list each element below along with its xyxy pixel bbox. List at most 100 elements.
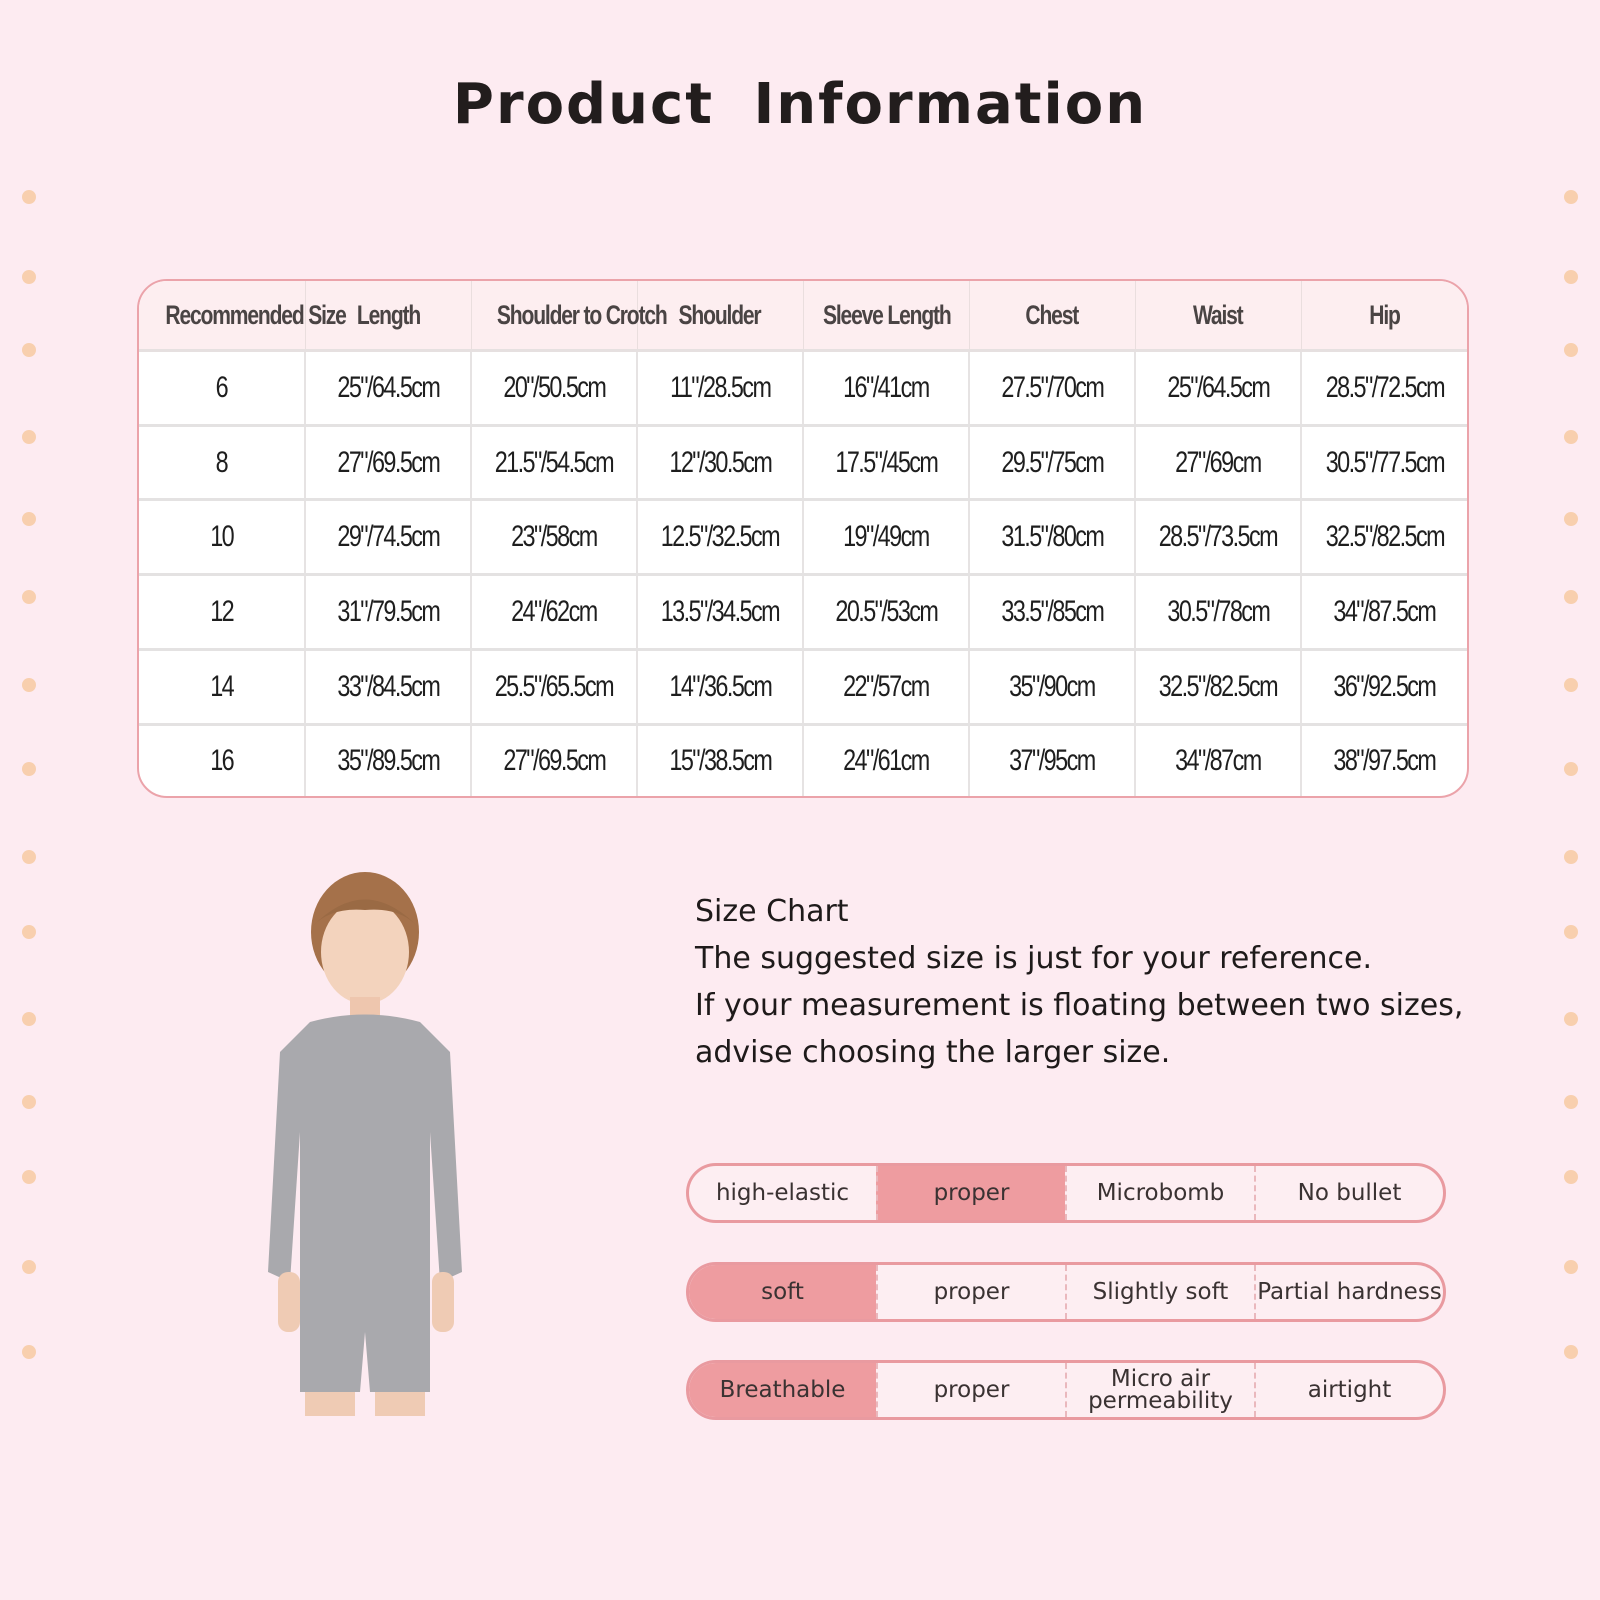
table-cell: 20"/50.5cm xyxy=(471,350,638,427)
header-cell: Chest xyxy=(969,281,1136,352)
dot-decoration xyxy=(22,343,36,357)
table-row: 6 25"/64.5cm 20"/50.5cm 11"/28.5cm 16"/41cm 2… xyxy=(139,350,1467,427)
dot-decoration xyxy=(22,512,36,526)
table-cell: 30.5"/77.5cm xyxy=(1301,425,1467,502)
dot-decoration xyxy=(1564,590,1578,604)
dot-decoration xyxy=(22,925,36,939)
table-cell: 27"/69cm xyxy=(1135,425,1302,502)
table-cell: 35"/90cm xyxy=(969,649,1136,726)
table-cell: 34"/87cm xyxy=(1135,724,1302,796)
table-cell: 22"/57cm xyxy=(803,649,970,726)
dot-decoration xyxy=(1564,1345,1578,1359)
table-cell: 31.5"/80cm xyxy=(969,499,1136,577)
dot-decoration xyxy=(1564,512,1578,526)
dot-decoration xyxy=(22,1260,36,1274)
table-cell: 15"/38.5cm xyxy=(637,724,804,796)
attribute-option-selected: Breathable xyxy=(689,1363,876,1417)
dot-decoration xyxy=(1564,678,1578,692)
dot-decoration xyxy=(22,762,36,776)
dot-decoration xyxy=(22,1170,36,1184)
table-cell: 35"/89.5cm xyxy=(305,724,472,796)
dot-decoration xyxy=(22,430,36,444)
table-cell: 38"/97.5cm xyxy=(1333,743,1438,777)
size-table: Recommended Size Length Shoulder to Crot… xyxy=(137,279,1469,798)
table-cell: 12 xyxy=(139,574,306,651)
table-cell: 34"/87.5cm xyxy=(1301,574,1467,651)
table-row: 16 35"/89.5cm 27"/69.5cm 15"/38.5cm 24"/61cm… xyxy=(139,724,1467,796)
table-cell: 16 xyxy=(139,724,306,796)
attribute-option: high-elastic xyxy=(715,1180,850,1206)
header-cell: Hip xyxy=(1301,281,1467,352)
table-cell: 27.5"/70cm xyxy=(969,350,1136,427)
dot-decoration xyxy=(1564,850,1578,864)
dot-decoration xyxy=(22,270,36,284)
dot-decoration xyxy=(1564,270,1578,284)
page-title: Product Information xyxy=(452,72,1148,137)
table-cell: 21.5"/54.5cm xyxy=(471,425,638,502)
attribute-option: airtight xyxy=(1254,1363,1443,1417)
table-cell: 14"/36.5cm xyxy=(637,649,804,726)
table-cell: 13.5"/34.5cm xyxy=(637,574,804,651)
dot-decoration xyxy=(1564,343,1578,357)
header-cell: Recommended Size xyxy=(139,281,347,352)
child-model-photo xyxy=(268,872,462,1416)
table-cell: 32.5"/82.5cm xyxy=(1301,499,1467,577)
table-cell: 28.5"/73.5cm xyxy=(1135,499,1302,577)
attribute-option-selected: proper xyxy=(876,1166,1065,1220)
header-cell: Length xyxy=(305,281,472,352)
size-note-line: If your measurement is floating between … xyxy=(695,988,1464,1023)
table-cell: 12.5"/32.5cm xyxy=(637,499,804,577)
table-cell: 24"/62cm xyxy=(471,574,638,651)
table-row: 14 33"/84.5cm 25.5"/65.5cm 14"/36.5cm 22"/57… xyxy=(139,649,1467,726)
attribute-scale: high-elastic proper Microbomb No bullet xyxy=(686,1163,1446,1223)
table-cell: 33"/84.5cm xyxy=(305,649,472,726)
table-cell: 24"/61cm xyxy=(803,724,970,796)
dot-decoration xyxy=(1564,762,1578,776)
table-cell: 25.5"/65.5cm xyxy=(471,649,638,726)
attribute-option: No bullet xyxy=(1254,1166,1443,1220)
dot-decoration xyxy=(22,1095,36,1109)
dot-decoration xyxy=(1564,430,1578,444)
dot-decoration xyxy=(22,1012,36,1026)
table-cell: 37"/95cm xyxy=(969,724,1136,796)
size-note: Size Chart The suggested size is just fo… xyxy=(695,888,1463,1076)
attribute-option-selected: soft xyxy=(689,1265,876,1319)
table-cell: 25"/64.5cm xyxy=(305,350,472,427)
table-cell: 17.5"/45cm xyxy=(803,425,970,502)
attribute-option: proper xyxy=(876,1265,1065,1319)
dot-decoration xyxy=(1564,1095,1578,1109)
dot-decoration xyxy=(1564,925,1578,939)
header-cell: Waist xyxy=(1135,281,1302,352)
attribute-option: Micro air permeability xyxy=(1065,1363,1254,1417)
header-cell: Shoulder xyxy=(637,281,804,352)
size-note-line: The suggested size is just for your refe… xyxy=(695,941,1372,976)
table-cell: 23"/58cm xyxy=(471,499,638,577)
table-cell: 14 xyxy=(139,649,306,726)
attribute-option: proper xyxy=(876,1363,1065,1417)
dot-decoration xyxy=(1564,1260,1578,1274)
table-cell: 20.5"/53cm xyxy=(803,574,970,651)
table-cell: 11"/28.5cm xyxy=(637,350,804,427)
table-cell: 19"/49cm xyxy=(803,499,970,577)
table-row: 12 31"/79.5cm 24"/62cm 13.5"/34.5cm 20.5"/53… xyxy=(139,574,1467,651)
table-cell: 8 xyxy=(139,425,306,502)
dot-decoration xyxy=(22,1345,36,1359)
table-cell: 16"/41cm xyxy=(803,350,970,427)
size-note-line: advise choosing the larger size. xyxy=(695,1035,1171,1070)
table-cell: 29"/74.5cm xyxy=(305,499,472,577)
table-cell: 6 xyxy=(139,350,306,427)
table-cell: 10 xyxy=(139,499,306,577)
size-note-heading: Size Chart xyxy=(695,894,849,929)
attribute-option: Partial hardness xyxy=(1254,1265,1443,1319)
dot-decoration xyxy=(22,190,36,204)
table-cell: 33.5"/85cm xyxy=(969,574,1136,651)
attribute-scale: Breathable proper Micro air permeability ai… xyxy=(686,1360,1446,1420)
table-row: 8 27"/69.5cm 21.5"/54.5cm 12"/30.5cm 17.5"/4… xyxy=(139,425,1467,502)
attribute-scale: soft proper Slightly soft Partial hardness xyxy=(686,1262,1446,1322)
dot-decoration xyxy=(22,678,36,692)
table-cell: 30.5"/78cm xyxy=(1135,574,1302,651)
table-cell: 28.5"/72.5cm xyxy=(1301,350,1467,427)
table-header-row: Recommended Size Length Shoulder to Crot… xyxy=(139,281,1467,352)
dot-decoration xyxy=(22,850,36,864)
dot-decoration xyxy=(1564,190,1578,204)
